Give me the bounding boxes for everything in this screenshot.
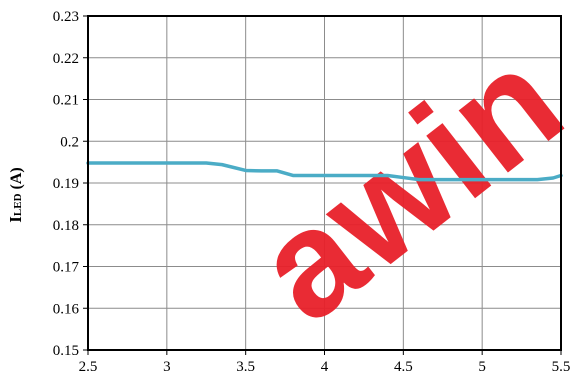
- y-tick-label: 0.19: [53, 176, 79, 192]
- y-axis-label-sub: LED: [12, 193, 24, 216]
- y-axis-label-main: I: [6, 216, 25, 223]
- y-tick-label: 0.23: [53, 9, 79, 25]
- y-tick-label: 0.16: [53, 301, 80, 317]
- y-tick-label: 0.18: [53, 218, 79, 234]
- y-tick-label: 0.21: [53, 93, 79, 109]
- y-axis-ticks: 0.15 0.16 0.17 0.18 0.19 0.2 0.21 0.22 0.23: [53, 9, 88, 359]
- y-tick-label: 0.15: [53, 343, 79, 359]
- x-tick-label: 3: [163, 359, 171, 375]
- y-axis-label: ILED (A): [6, 167, 25, 222]
- x-tick-label: 4: [321, 359, 329, 375]
- series-layer: [86, 161, 563, 182]
- y-tick-label: 0.22: [53, 51, 79, 67]
- x-tick-label: 3.5: [236, 359, 255, 375]
- y-axis-label-unit: (A): [8, 167, 25, 193]
- y-tick-label: 0.17: [53, 260, 80, 276]
- x-tick-label: 5: [478, 359, 486, 375]
- x-axis-ticks: 2.5 3 3.5 4 4.5 5 5.5: [79, 350, 571, 375]
- x-tick-label: 5.5: [552, 359, 571, 375]
- x-tick-label: 2.5: [79, 359, 98, 375]
- x-tick-label: 4.5: [394, 359, 413, 375]
- y-tick-label: 0.2: [60, 134, 79, 150]
- series-line-0: [86, 161, 563, 182]
